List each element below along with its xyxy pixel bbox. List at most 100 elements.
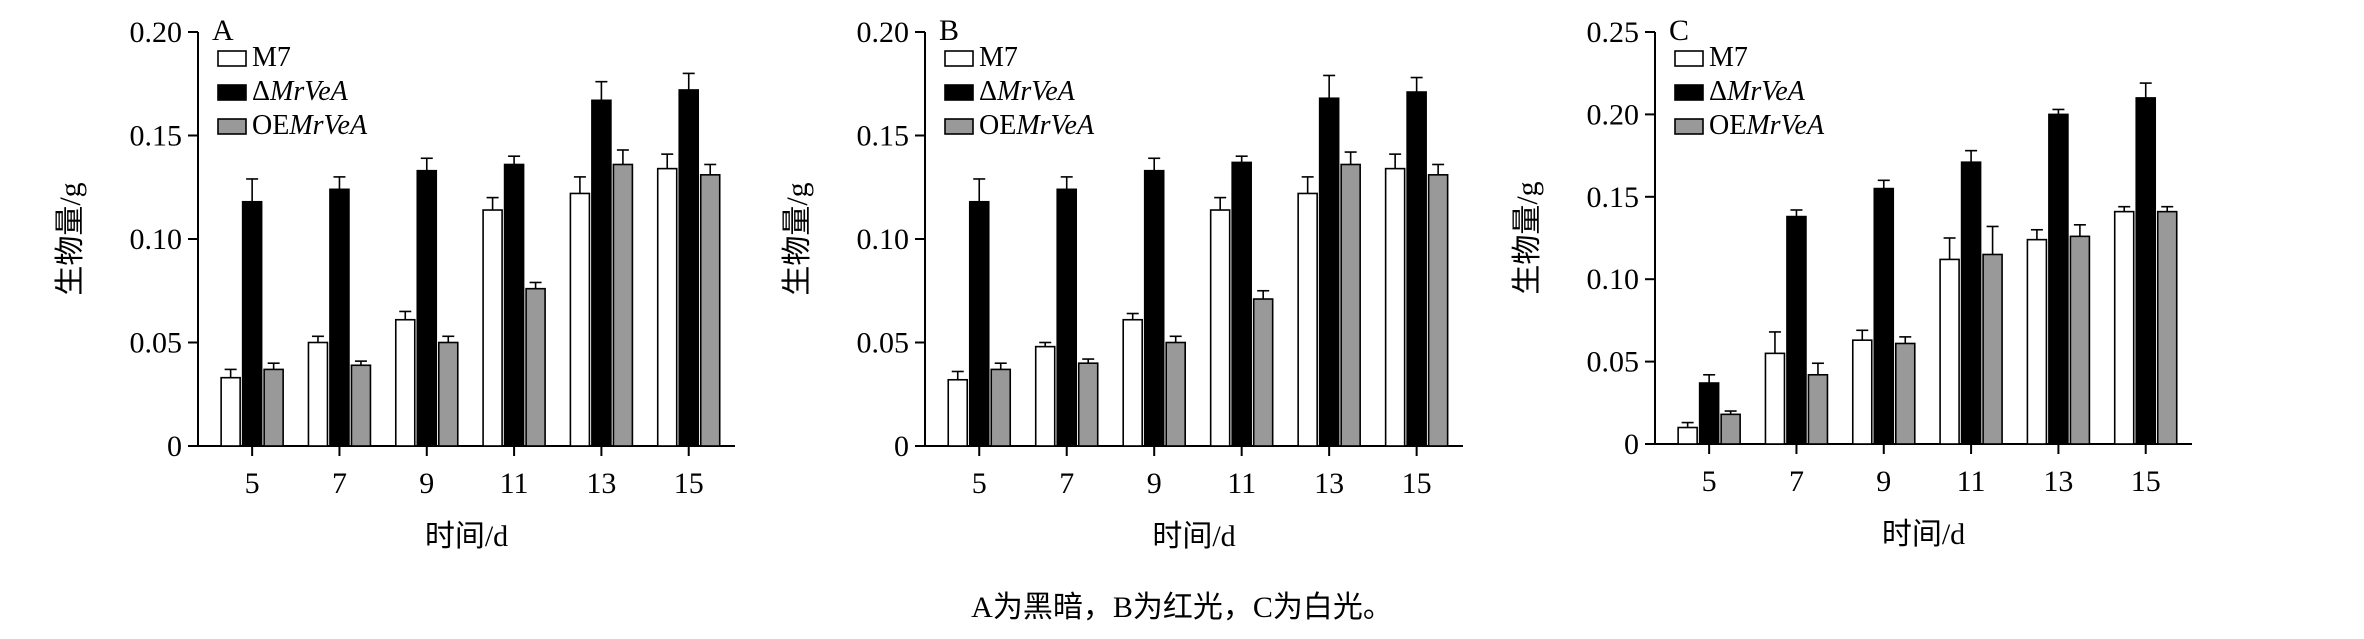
x-axis-label: 时间/d [1882,518,1965,551]
bar-OEMrVeA-13 [2069,235,2091,445]
x-axis-label: 时间/d [1152,520,1235,553]
y-tick-label: 0 [894,430,909,463]
bar-OEMrVeA-11 [525,287,546,447]
x-tick-label: 5 [972,467,987,500]
legend-label: OEMrVeA [1709,110,1825,141]
bar-ΔMrVeA-7 [1056,188,1078,447]
y-tick-label: 0.10 [1587,263,1640,296]
bar-OEMrVeA-7 [350,364,372,447]
bar-M7-5 [220,376,241,447]
bar-ΔMrVeA-13 [2048,113,2069,445]
legend-swatch [217,118,247,135]
y-tick-label: 0.20 [1587,98,1640,131]
bar-ΔMrVeA-15 [2135,97,2157,445]
chart-panel-A: 0 0.05 0.10 0.15 0.20 A 5 7 9 11 13 15 M7ΔMrVeAOEMrV… [54,14,735,553]
bar-M7-9 [1122,318,1143,447]
y-tick-label: 0.20 [857,16,910,49]
y-tick-label: 0.05 [130,327,183,360]
panel-label: B [939,14,959,47]
bar-ΔMrVeA-13 [591,99,612,447]
bar-OEMrVeA-11 [1982,253,2003,445]
bar-M7-11 [482,209,503,447]
x-tick-label: 13 [586,467,616,500]
bar-OEMrVeA-9 [437,341,459,447]
bar-ΔMrVeA-9 [1143,169,1165,447]
bar-OEMrVeA-5 [990,368,1012,447]
bar-M7-7 [1764,352,1786,445]
bar-M7-13 [569,192,591,447]
x-tick-label: 11 [1227,467,1256,500]
bar-M7-15 [1384,167,1406,447]
bar-M7-9 [1851,339,1873,445]
legend-swatch [1674,50,1704,67]
x-tick-label: 11 [500,467,529,500]
bar-ΔMrVeA-9 [1873,187,1895,445]
y-tick-label: 0.15 [857,120,910,153]
bar-OEMrVeA-7 [1807,373,1829,445]
legend-label: ΔMrVeA [252,76,349,107]
panel-label: A [212,14,234,47]
bar-M7-7 [1034,345,1056,447]
x-tick-label: 15 [674,467,704,500]
y-axis-label: 生物量/g [781,182,814,295]
legend-swatch [217,50,247,67]
legend-swatch [1674,84,1704,101]
legend-label: ΔMrVeA [979,76,1076,107]
y-tick-label: 0.15 [1587,181,1640,214]
bar-OEMrVeA-5 [263,368,284,447]
legend-swatch [217,84,247,101]
bar-OEMrVeA-15 [1427,174,1449,447]
x-tick-label: 11 [1957,465,1986,498]
y-axis-label: 生物量/g [54,182,87,295]
x-tick-label: 15 [2131,465,2161,498]
legend-label: ΔMrVeA [1709,76,1806,107]
bar-ΔMrVeA-11 [1231,161,1252,447]
legend-label: M7 [979,42,1018,73]
legend-swatch [944,50,974,67]
legend-swatch [944,84,974,101]
legend-label: M7 [1709,42,1748,73]
bar-M7-9 [394,318,416,447]
bar-ΔMrVeA-5 [241,200,263,447]
y-tick-label: 0.05 [1587,346,1640,379]
bar-M7-11 [1939,258,1960,445]
legend-swatch [1674,118,1704,135]
bar-M7-7 [307,341,329,447]
x-tick-label: 5 [245,467,260,500]
y-tick-label: 0.25 [1587,16,1640,49]
y-tick-label: 0 [167,430,182,463]
bar-OEMrVeA-15 [699,174,721,447]
bar-ΔMrVeA-11 [1960,161,1982,445]
bar-ΔMrVeA-13 [1318,97,1340,447]
y-tick-label: 0 [1624,428,1639,461]
figure-caption: A为黑暗，B为红光，C为白光。 [971,591,1393,624]
legend-label: M7 [252,42,291,73]
legend-label: OEMrVeA [252,110,368,141]
x-tick-label: 9 [419,467,434,500]
y-axis-label: 生物量/g [1511,181,1544,294]
x-tick-label: 7 [1059,467,1074,500]
bar-ΔMrVeA-5 [1698,382,1720,445]
bar-M7-5 [947,378,969,447]
bar-M7-11 [1209,209,1231,447]
bar-M7-15 [2113,210,2135,445]
chart-panel-B: 0 0.05 0.10 0.15 0.20 B 5 7 9 11 13 15 M7ΔMrVeAOEMrV… [781,14,1463,553]
bar-OEMrVeA-15 [2156,210,2178,445]
y-tick-label: 0.05 [857,327,910,360]
x-tick-label: 9 [1876,465,1891,498]
x-tick-label: 5 [1702,465,1717,498]
bar-OEMrVeA-5 [1720,413,1741,445]
legend-swatch [944,118,974,135]
bar-OEMrVeA-11 [1252,298,1274,447]
chart-panel-C: 0 0.05 0.10 0.15 0.20 0.25 C 5 7 9 11 13 15 M7ΔMrVeAO… [1511,14,2192,551]
bar-ΔMrVeA-11 [503,163,525,447]
x-tick-label: 7 [1789,465,1804,498]
y-tick-label: 0.15 [130,120,183,153]
x-tick-label: 9 [1147,467,1162,500]
bar-OEMrVeA-13 [1340,163,1361,447]
x-tick-label: 13 [2043,465,2073,498]
x-axis-label: 时间/d [425,520,508,553]
bar-OEMrVeA-7 [1077,362,1099,447]
bar-M7-13 [2026,238,2048,445]
